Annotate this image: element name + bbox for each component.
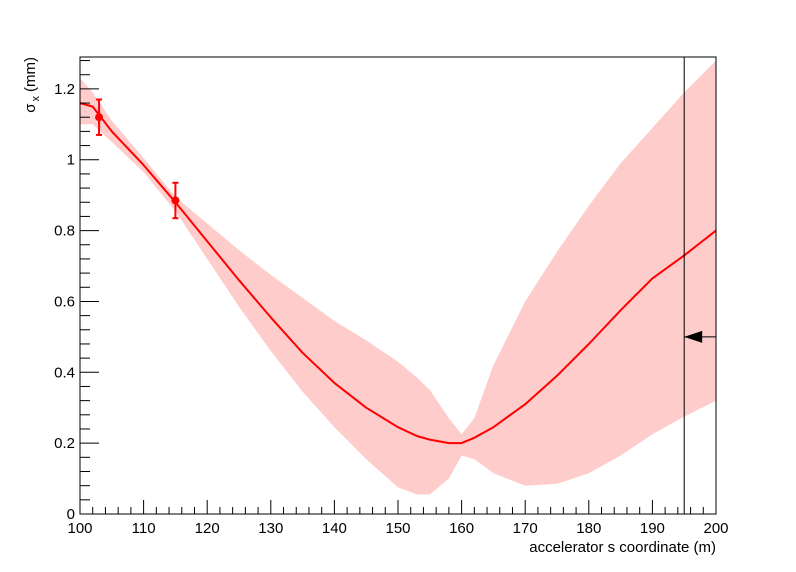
x-axis-title: accelerator s coordinate (m) <box>529 539 716 556</box>
y-axis-title-symbol: σ <box>22 103 39 113</box>
x-tick-label: 120 <box>195 520 220 537</box>
y-axis-title-subscript: x <box>30 95 42 101</box>
x-tick-label: 130 <box>258 520 283 537</box>
x-axis: 100 110 120 130 140 150 160 170 180 190 200 <box>67 500 729 537</box>
x-tick-label: 180 <box>576 520 601 537</box>
x-tick-label: 200 <box>703 520 728 537</box>
y-tick-label: 0.4 <box>54 364 75 381</box>
confidence-band-layer <box>80 60 716 495</box>
data-points-layer <box>95 98 180 220</box>
x-tick-label: 100 <box>67 520 92 537</box>
x-tick-label: 170 <box>513 520 538 537</box>
x-tick-label: 110 <box>132 520 156 537</box>
confidence-band <box>80 60 716 495</box>
arrow-head-icon <box>684 330 703 343</box>
y-tick-label: 0 <box>67 506 75 523</box>
y-tick-label: 0.2 <box>54 435 75 452</box>
y-tick-label: 0.6 <box>54 293 75 310</box>
x-tick-label: 190 <box>640 520 665 537</box>
annotation-layer <box>683 57 716 514</box>
y-axis: 0 0.2 0.4 0.6 0.8 1 1.2 <box>54 60 99 523</box>
x-tick-label: 150 <box>385 520 410 537</box>
y-axis-title: σx (mm) <box>22 57 42 113</box>
data-point <box>95 113 104 122</box>
y-tick-label: 1.2 <box>54 81 75 98</box>
y-tick-label: 0.8 <box>54 223 75 240</box>
data-point <box>171 196 180 205</box>
x-tick-label: 140 <box>322 520 347 537</box>
y-tick-label: 1 <box>67 152 75 169</box>
y-axis-title-unit: (mm) <box>22 57 39 92</box>
x-tick-label: 160 <box>449 520 474 537</box>
